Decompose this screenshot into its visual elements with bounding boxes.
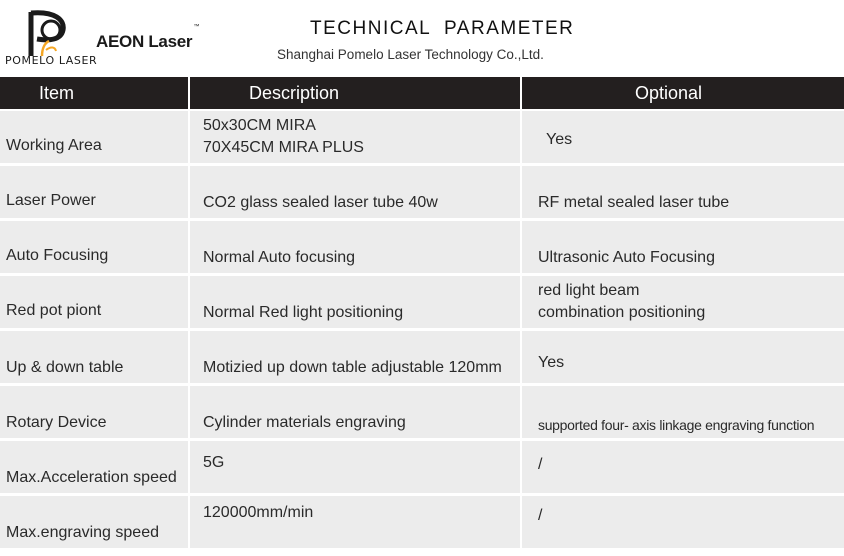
page-header: POMELO LASER AEON Laser ™ TECHNICAL PARA… — [0, 0, 844, 77]
cell-description: CO2 glass sealed laser tube 40w — [190, 166, 520, 218]
trademark-symbol: ™ — [193, 24, 200, 30]
cell-description: Normal Red light positioning — [190, 276, 520, 328]
cell-text: Cylinder materials engraving — [203, 414, 406, 431]
column-header-optional: Optional — [522, 77, 844, 109]
cell-text: red light beam — [538, 282, 640, 299]
cell-text: supported four- axis linkage engraving f… — [538, 417, 815, 433]
cell-text: Normal Red light positioning — [203, 304, 404, 321]
cell-optional: Ultrasonic Auto Focusing — [522, 221, 844, 273]
cell-text: / — [538, 456, 543, 473]
cell-optional: Yes — [522, 331, 844, 383]
cell-item: Auto Focusing — [0, 221, 188, 273]
table-row: Red pot piont Normal Red light positioni… — [0, 276, 844, 328]
cell-optional: Yes — [522, 111, 844, 163]
cell-item: Red pot piont — [0, 276, 188, 328]
cell-description: 50x30CM MIRA 70X45CM MIRA PLUS — [190, 111, 520, 163]
cell-text: 120000mm/min — [203, 504, 314, 521]
pomelo-logo-icon — [28, 10, 66, 57]
cell-text: Up & down table — [6, 359, 124, 376]
cell-item: Working Area — [0, 111, 188, 163]
table-row: Max.Acceleration speed 5G / — [0, 441, 844, 493]
cell-text: Working Area — [6, 137, 102, 154]
table-row: Rotary Device Cylinder materials engravi… — [0, 386, 844, 438]
cell-text: RF metal sealed laser tube — [538, 194, 730, 211]
cell-text: Red pot piont — [6, 302, 102, 319]
table-row: Auto Focusing Normal Auto focusing Ultra… — [0, 221, 844, 273]
cell-text: Auto Focusing — [6, 247, 109, 264]
cell-optional: RF metal sealed laser tube — [522, 166, 844, 218]
table-row: Max.engraving speed 120000mm/min / — [0, 496, 844, 548]
brand-logo-text: POMELO LASER — [5, 54, 98, 67]
cell-text: Ultrasonic Auto Focusing — [538, 249, 715, 266]
cell-text: Rotary Device — [6, 414, 107, 431]
cell-item: Rotary Device — [0, 386, 188, 438]
cell-description: 5G — [190, 441, 520, 493]
cell-text: Max.engraving speed — [6, 524, 159, 541]
cell-text: Yes — [546, 131, 573, 148]
cell-text: Yes — [538, 354, 565, 371]
cell-item: Max.Acceleration speed — [0, 441, 188, 493]
cell-text: Motizied up down table adjustable 120mm — [203, 359, 502, 376]
cell-description: Cylinder materials engraving — [190, 386, 520, 438]
cell-optional: / — [522, 441, 844, 493]
cell-optional: supported four- axis linkage engraving f… — [522, 386, 844, 438]
table-row: Laser Power CO2 glass sealed laser tube … — [0, 166, 844, 218]
cell-description: 120000mm/min — [190, 496, 520, 548]
cell-optional: red light beam combination positioning — [522, 276, 844, 328]
table-header: Item Description Optional — [0, 77, 844, 109]
cell-item: Max.engraving speed — [0, 496, 188, 548]
cell-optional: / — [522, 496, 844, 548]
product-brand: AEON Laser ™ — [96, 24, 199, 52]
cell-text: Laser Power — [6, 192, 96, 209]
table-row: Up & down table Motizied up down table a… — [0, 331, 844, 383]
cell-text: 5G — [203, 454, 225, 471]
cell-text: 50x30CM MIRA — [203, 117, 316, 134]
cell-text: Max.Acceleration speed — [6, 469, 177, 486]
cell-description: Normal Auto focusing — [190, 221, 520, 273]
column-header-item: Item — [0, 77, 188, 109]
cell-description: Motizied up down table adjustable 120mm — [190, 331, 520, 383]
cell-text: CO2 glass sealed laser tube 40w — [203, 194, 438, 211]
product-brand-name: AEON Laser — [96, 32, 193, 51]
parameter-table: Item Description Optional Working Area 5… — [0, 77, 844, 556]
cell-item: Laser Power — [0, 166, 188, 218]
table-row: Working Area 50x30CM MIRA 70X45CM MIRA P… — [0, 111, 844, 163]
column-header-description: Description — [190, 77, 520, 109]
cell-text: combination positioning — [538, 304, 706, 321]
page-title: TECHNICAL PARAMETER — [310, 18, 575, 39]
cell-text: 70X45CM MIRA PLUS — [203, 139, 364, 156]
cell-text: / — [538, 507, 543, 524]
cell-text: Normal Auto focusing — [203, 249, 356, 266]
cell-item: Up & down table — [0, 331, 188, 383]
company-name: Shanghai Pomelo Laser Technology Co.,Ltd… — [277, 47, 544, 62]
